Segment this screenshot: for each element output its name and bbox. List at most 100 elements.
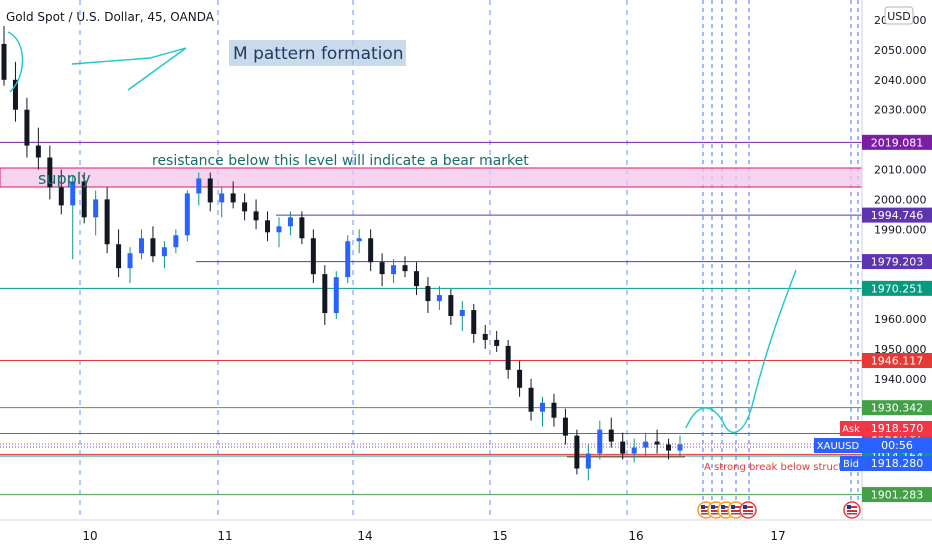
price-tag-bg [862,487,932,503]
candle [47,145,53,200]
us-flag-icon[interactable] [843,501,861,519]
candle [505,339,511,379]
flag-stripe [847,510,857,512]
candle [116,229,122,278]
candle [322,265,328,325]
flag-canton [731,505,735,509]
candle [161,241,167,269]
candle-body [276,226,282,233]
symbol-label: XAUUSD [817,441,860,452]
candle [345,235,351,284]
candle-body [104,199,110,245]
price-tag: 2019.081 [862,134,932,150]
flag-canton [711,505,715,509]
candle-body [173,235,179,248]
candle [58,169,64,215]
candle [219,187,225,218]
candle-body [196,178,202,194]
candle [299,211,305,245]
candle-body [333,277,339,314]
candle [150,226,156,263]
x-tick-label: 11 [217,529,232,543]
candle [436,286,442,311]
flag-canton [847,505,851,509]
us-flag-icon[interactable] [727,501,745,519]
candle [413,262,419,296]
candle [654,429,660,454]
price-tag-bg [862,134,932,150]
candle [391,259,397,284]
currency-button[interactable] [884,6,914,25]
candle-body [58,187,64,206]
candle [242,193,248,221]
candle-body [574,435,580,469]
countdown: 00:56 [881,439,913,452]
candle-body [505,345,511,370]
horizontal-level-lines [0,141,862,496]
price-tag-label: 1994.746 [871,209,924,222]
x-tick-label: 14 [357,529,372,543]
candle-body [413,271,419,287]
y-tick-labels: 2060.0002050.0002040.0002030.0002010.000… [874,14,927,386]
candle [24,97,30,158]
price-tag-bg [862,254,932,270]
price-tag-bg [862,207,932,223]
x-tick-labels: 10 11 14 15 16 17 [82,529,785,543]
candle [184,190,190,242]
candle-body [150,238,156,257]
resistance-note: resistance below this level will indicat… [152,153,529,169]
candle-body [585,453,591,469]
candle [471,304,477,343]
candle [12,61,18,122]
break-note: A strong break below structu [704,462,849,473]
candle [448,289,454,325]
flag-stripe [847,513,857,515]
currency-button-label[interactable]: USD [887,10,911,23]
economic-event-flags[interactable] [697,501,861,519]
candle [494,330,500,352]
flag-stripe [743,513,753,515]
candle [104,187,110,254]
candles [1,25,683,481]
price-tag-label: 1930.342 [871,402,924,415]
flag-stripe [743,506,753,508]
candle-body [391,265,397,275]
candle [287,211,293,236]
bid-price: 1918.280 [871,457,924,470]
ask-tag [840,421,862,436]
candle [70,175,76,260]
candle-body [597,429,603,454]
candle [677,435,683,457]
candle-body [471,310,477,334]
price-tag-label: 1901.283 [871,489,924,502]
price-tag: 1946.117 [862,353,932,369]
flag-canton [743,505,747,509]
flag-canton [701,505,705,509]
price-tag-bg [862,400,932,416]
candle-body [459,310,465,317]
candle-body [138,238,144,254]
candle [620,432,626,460]
ask-price: 1918.570 [871,422,924,435]
candle [643,432,649,457]
price-tag: 1930.342 [862,400,932,416]
y-tick-label: 1940.000 [874,373,927,386]
us-flag-icon[interactable] [739,501,757,519]
candle-body [207,178,213,203]
price-tag: 1994.746 [862,207,932,223]
candle-body [379,262,385,275]
candle-body [299,217,305,239]
price-tag-label: 1946.117 [871,355,924,368]
flag-stripe [711,513,721,515]
candle-body [402,265,408,272]
candle [540,396,546,427]
x-tick-label: 16 [628,529,643,543]
candle-body [116,244,122,269]
time-axis[interactable] [0,520,932,550]
flag-stripe [721,513,731,515]
y-tick-label: 2040.000 [874,74,927,87]
candle-body [482,333,488,340]
candle [666,438,672,460]
